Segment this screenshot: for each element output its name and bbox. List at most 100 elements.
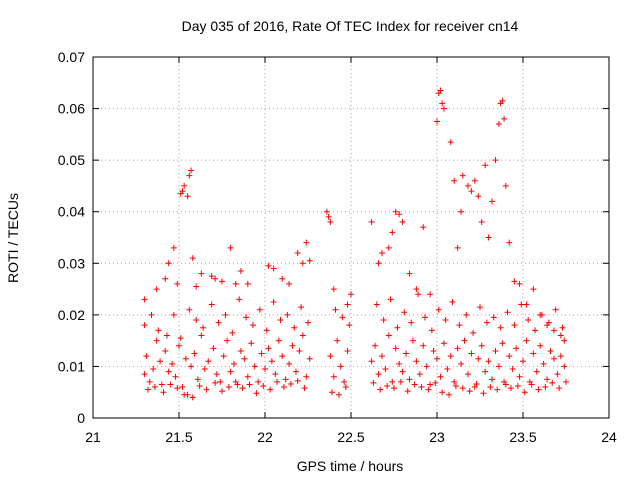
- data-point: [557, 332, 564, 339]
- data-point: [516, 280, 523, 287]
- data-point: [193, 317, 200, 324]
- data-point: [501, 378, 508, 385]
- data-point: [212, 379, 219, 386]
- data-point: [162, 275, 169, 282]
- data-point: [550, 327, 557, 334]
- data-point: [489, 198, 496, 205]
- data-point: [169, 360, 176, 367]
- data-point: [372, 342, 379, 349]
- data-point: [454, 244, 461, 251]
- y-tick-label: 0.03: [58, 255, 85, 271]
- data-point: [377, 386, 384, 393]
- data-point: [459, 172, 466, 179]
- data-point: [502, 182, 509, 189]
- data-point: [506, 353, 513, 360]
- data-point: [523, 301, 530, 308]
- data-point: [157, 358, 164, 365]
- data-point: [420, 224, 427, 231]
- data-point: [342, 384, 349, 391]
- data-point: [368, 219, 375, 226]
- data-point: [559, 324, 566, 331]
- data-point: [256, 306, 263, 313]
- data-point: [182, 355, 189, 362]
- data-point: [507, 385, 514, 392]
- data-point: [277, 317, 284, 324]
- data-point: [544, 322, 551, 329]
- y-tick-label: 0.05: [58, 152, 85, 168]
- data-point: [330, 373, 337, 380]
- y-tick-label: 0.01: [58, 358, 85, 374]
- data-point: [231, 360, 238, 367]
- data-point: [236, 296, 243, 303]
- data-point: [181, 182, 188, 189]
- data-point: [542, 384, 549, 391]
- data-point: [504, 309, 511, 316]
- data-point: [459, 385, 466, 392]
- data-point: [306, 257, 313, 264]
- data-point: [305, 319, 311, 326]
- data-point: [399, 368, 406, 375]
- data-point: [243, 314, 250, 321]
- data-point: [148, 311, 155, 318]
- data-point: [378, 353, 385, 360]
- data-point: [186, 172, 193, 179]
- data-point: [291, 324, 298, 331]
- data-point: [150, 366, 157, 373]
- data-point: [497, 324, 504, 331]
- data-point: [387, 296, 394, 303]
- data-point: [244, 280, 251, 287]
- data-point: [537, 311, 544, 318]
- y-tick-label: 0: [77, 410, 85, 426]
- data-point: [449, 298, 456, 305]
- data-point: [263, 327, 270, 334]
- data-point: [464, 371, 471, 378]
- data-point: [385, 244, 392, 251]
- y-axis-label: ROTI / TECUs: [5, 193, 21, 283]
- data-point: [533, 368, 540, 375]
- data-point: [327, 219, 334, 226]
- data-point: [520, 358, 526, 365]
- data-point: [428, 327, 435, 334]
- data-point: [217, 378, 224, 385]
- data-point: [451, 177, 458, 184]
- data-point: [492, 347, 499, 354]
- data-point: [280, 384, 287, 391]
- data-point: [492, 157, 499, 164]
- x-tick-label: 22.5: [337, 429, 364, 445]
- data-point: [516, 373, 523, 380]
- data-point: [179, 188, 186, 195]
- data-point: [303, 239, 310, 246]
- x-tick-label: 21: [85, 429, 101, 445]
- data-point: [444, 366, 451, 373]
- data-point: [239, 385, 246, 392]
- data-point: [411, 381, 418, 388]
- data-point: [552, 306, 559, 313]
- data-point: [399, 219, 406, 226]
- data-point: [200, 324, 207, 331]
- data-point: [151, 384, 158, 391]
- data-point: [427, 381, 434, 388]
- data-point: [530, 286, 537, 293]
- data-point: [454, 345, 461, 352]
- data-point: [191, 350, 198, 357]
- data-point: [494, 386, 501, 393]
- data-point: [224, 337, 231, 344]
- data-point: [232, 378, 239, 385]
- data-points: [141, 87, 569, 401]
- data-point: [489, 376, 496, 383]
- data-point: [141, 371, 148, 378]
- data-point: [177, 335, 184, 342]
- data-point: [348, 291, 354, 298]
- data-point: [145, 386, 152, 393]
- data-point: [301, 385, 308, 392]
- data-point: [478, 342, 485, 349]
- data-point: [213, 371, 220, 378]
- data-point: [549, 379, 556, 386]
- data-point: [208, 301, 215, 308]
- data-point: [279, 275, 286, 282]
- data-point: [255, 378, 262, 385]
- data-point: [468, 350, 475, 357]
- data-point: [375, 371, 382, 378]
- data-point: [406, 376, 413, 383]
- data-point: [188, 363, 195, 370]
